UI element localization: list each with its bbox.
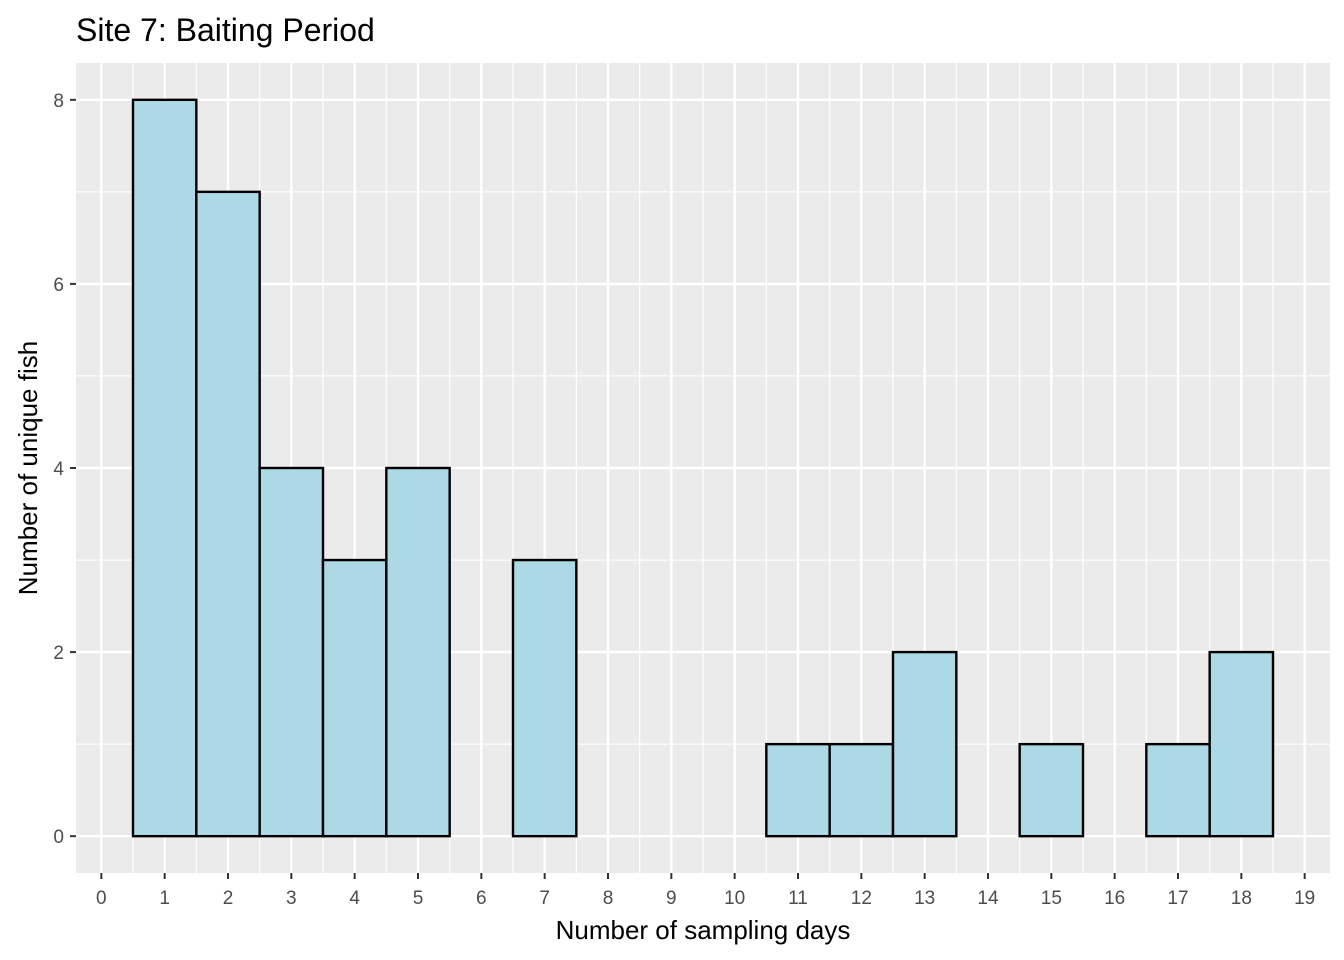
x-tick-label: 10 <box>724 888 745 909</box>
x-tick-label: 0 <box>96 888 107 909</box>
x-tick-label: 14 <box>977 888 999 909</box>
x-tick-label: 7 <box>539 888 550 909</box>
y-tick-label: 8 <box>53 91 64 112</box>
x-axis-ticks: 0 1 2 3 4 5 6 7 8 9 10 11 12 13 14 15 16 17 18 19 <box>96 873 1315 909</box>
x-tick-label: 4 <box>349 888 360 909</box>
x-tick-label: 6 <box>476 888 487 909</box>
bar-12 <box>828 742 895 838</box>
bar-18 <box>1208 650 1275 838</box>
x-tick-label: 8 <box>603 888 614 909</box>
x-tick-label: 3 <box>286 888 297 909</box>
x-axis-title: Number of sampling days <box>556 915 851 945</box>
x-tick-label: 1 <box>159 888 170 909</box>
bar-13 <box>891 650 958 838</box>
bar-17 <box>1145 742 1211 838</box>
x-tick-label: 19 <box>1294 888 1315 909</box>
x-tick-label: 12 <box>851 888 872 909</box>
x-tick-label: 13 <box>914 888 935 909</box>
bar-1 <box>131 98 198 838</box>
bar-11 <box>765 742 831 838</box>
histogram-bars <box>131 98 1275 838</box>
x-tick-label: 5 <box>413 888 424 909</box>
x-tick-label: 9 <box>666 888 677 909</box>
y-tick-label: 4 <box>53 459 64 480</box>
x-tick-label: 18 <box>1231 888 1252 909</box>
bar-5 <box>385 466 451 838</box>
y-tick-label: 2 <box>53 643 64 664</box>
y-axis-title: Number of unique fish <box>13 341 43 595</box>
y-tick-label: 0 <box>53 827 64 848</box>
x-tick-label: 11 <box>788 888 808 909</box>
bar-3 <box>258 466 325 838</box>
x-tick-label: 2 <box>223 888 234 909</box>
x-tick-label: 16 <box>1104 888 1125 909</box>
bar-15 <box>1018 742 1085 838</box>
bar-2 <box>195 190 261 838</box>
y-tick-label: 6 <box>53 275 64 296</box>
bar-4 <box>321 558 388 838</box>
x-tick-label: 17 <box>1167 888 1188 909</box>
y-axis-ticks: 0 2 4 6 8 <box>53 91 76 848</box>
x-tick-label: 15 <box>1041 888 1062 909</box>
chart-title: Site 7: Baiting Period <box>76 12 375 48</box>
bar-7 <box>511 558 578 838</box>
